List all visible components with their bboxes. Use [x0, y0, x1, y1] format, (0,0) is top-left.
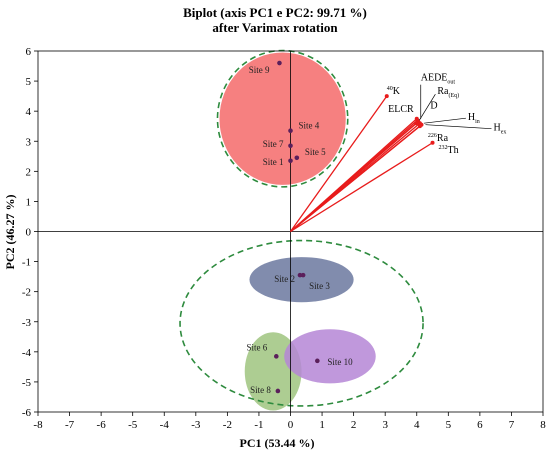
vector-label: Hex: [493, 123, 506, 136]
y-tick-label: 5: [26, 76, 32, 88]
site-point-label: Site 3: [309, 281, 330, 291]
cluster-upper: [219, 52, 346, 185]
vector-label: Ra(Eq): [437, 86, 459, 99]
y-tick-label: -5: [22, 377, 32, 389]
site-point: [288, 158, 293, 164]
site-point-label: Site 10: [327, 357, 353, 367]
vector-label-sub: ex: [501, 130, 507, 136]
y-tick-label: 6: [26, 46, 32, 58]
y-tick-label: -2: [22, 287, 31, 299]
vector-tip: [414, 121, 419, 126]
x-tick-label: -5: [128, 419, 138, 431]
site-point-label: Site 1: [263, 157, 284, 167]
x-tick-label: 0: [288, 419, 294, 431]
site-point-label: Site 7: [263, 139, 284, 149]
vector-label-main: H: [493, 123, 500, 134]
vector-label: 40K: [387, 86, 401, 97]
y-tick-label: 3: [26, 136, 32, 148]
y-tick-label: -4: [22, 347, 32, 359]
x-tick-label: -2: [223, 419, 232, 431]
vector-label-sub: in: [475, 119, 480, 125]
chart-subtitle: after Varimax rotation: [212, 20, 338, 35]
site-point: [277, 60, 282, 66]
vector-label-main: Th: [448, 145, 459, 156]
vector-leader-line: [419, 94, 436, 121]
vector-leader-line: [423, 117, 466, 124]
y-tick-label: -3: [22, 317, 32, 329]
vector-label-sup: 226: [428, 133, 437, 139]
x-tick-label: 4: [414, 419, 420, 431]
vector-label-main: H: [468, 112, 475, 123]
x-tick-label: 2: [351, 419, 357, 431]
site-point: [288, 128, 293, 134]
x-tick-label: 6: [477, 419, 483, 431]
x-tick-label: 8: [540, 419, 546, 431]
vector-tip: [417, 124, 422, 129]
vector-label: AEDEout: [421, 73, 456, 86]
y-tick-label: 0: [26, 227, 32, 239]
vector-leader-line: [425, 124, 492, 130]
site-points: Site 1 Site 2 Site 3 Site 4 Site 5 Site 6 Site…: [247, 60, 353, 395]
y-tick-label: -1: [22, 257, 31, 269]
vector-label-main: Ra: [437, 133, 449, 144]
cluster-blue: [249, 257, 354, 303]
x-tick-label: -7: [65, 419, 75, 431]
cluster-ring-lower-ring: [179, 239, 424, 407]
x-tick-label: -8: [33, 419, 43, 431]
site-point-label: Site 4: [299, 121, 320, 131]
vector-label-main: D: [430, 101, 437, 112]
cluster-ring-upper: [216, 49, 349, 188]
site-point: [288, 143, 293, 149]
vector-label: D: [430, 101, 437, 112]
site-point: [300, 272, 306, 278]
y-tick-label: 1: [26, 196, 32, 208]
vector-label-sub: (Eq): [448, 92, 459, 99]
y-axis-label: PC2 (46.27 %): [3, 195, 17, 270]
vector-label: 232Th: [439, 145, 459, 156]
vector-tip: [384, 94, 389, 99]
y-tick-label: -6: [22, 407, 32, 419]
x-tick-label: -6: [97, 419, 107, 431]
x-tick-label: -3: [191, 419, 201, 431]
x-tick-label: 1: [319, 419, 325, 431]
x-tick-label: 5: [446, 419, 452, 431]
site-point-label: Site 6: [247, 342, 268, 352]
site-point-label: Site 8: [250, 385, 271, 395]
site-point: [273, 354, 279, 359]
x-tick-label: 7: [509, 419, 515, 431]
site-point: [294, 155, 300, 161]
y-tick-label: 4: [26, 106, 32, 118]
site-point-label: Site 9: [249, 65, 270, 75]
site-point-label: Site 5: [305, 147, 326, 157]
x-tick-label: -1: [254, 419, 263, 431]
vector-line: [290, 142, 433, 233]
vector-tip: [430, 140, 435, 145]
x-tick-label: -4: [160, 419, 170, 431]
vector-label: 226Ra: [428, 133, 449, 144]
cluster-ellipses: [179, 49, 424, 411]
site-point: [297, 272, 303, 278]
site-point-label: Site 2: [274, 274, 295, 284]
vector-label-sub: out: [447, 80, 455, 86]
vector-line: [290, 125, 421, 233]
vector-label-sup: 40: [387, 86, 393, 92]
chart-title: Biplot (axis PC1 e PC2: 99.71 %): [183, 5, 367, 20]
site-point: [315, 358, 320, 364]
vector-line: [289, 95, 388, 232]
vector-label-main: AEDE: [421, 73, 448, 84]
vector-label-main: ELCR: [388, 104, 414, 115]
y-tick-label: 2: [26, 166, 32, 178]
x-tick-label: 3: [382, 419, 388, 431]
vector-label: Hin: [468, 112, 480, 125]
site-point: [275, 388, 281, 394]
vector-label-main: K: [393, 86, 401, 97]
vector-label: ELCR: [388, 104, 414, 115]
vector-label-sup: 232: [439, 145, 448, 151]
cluster-purple: [284, 329, 376, 384]
x-axis-label: PC1 (53.44 %): [240, 436, 315, 450]
vector-label-main: Ra: [437, 86, 449, 97]
